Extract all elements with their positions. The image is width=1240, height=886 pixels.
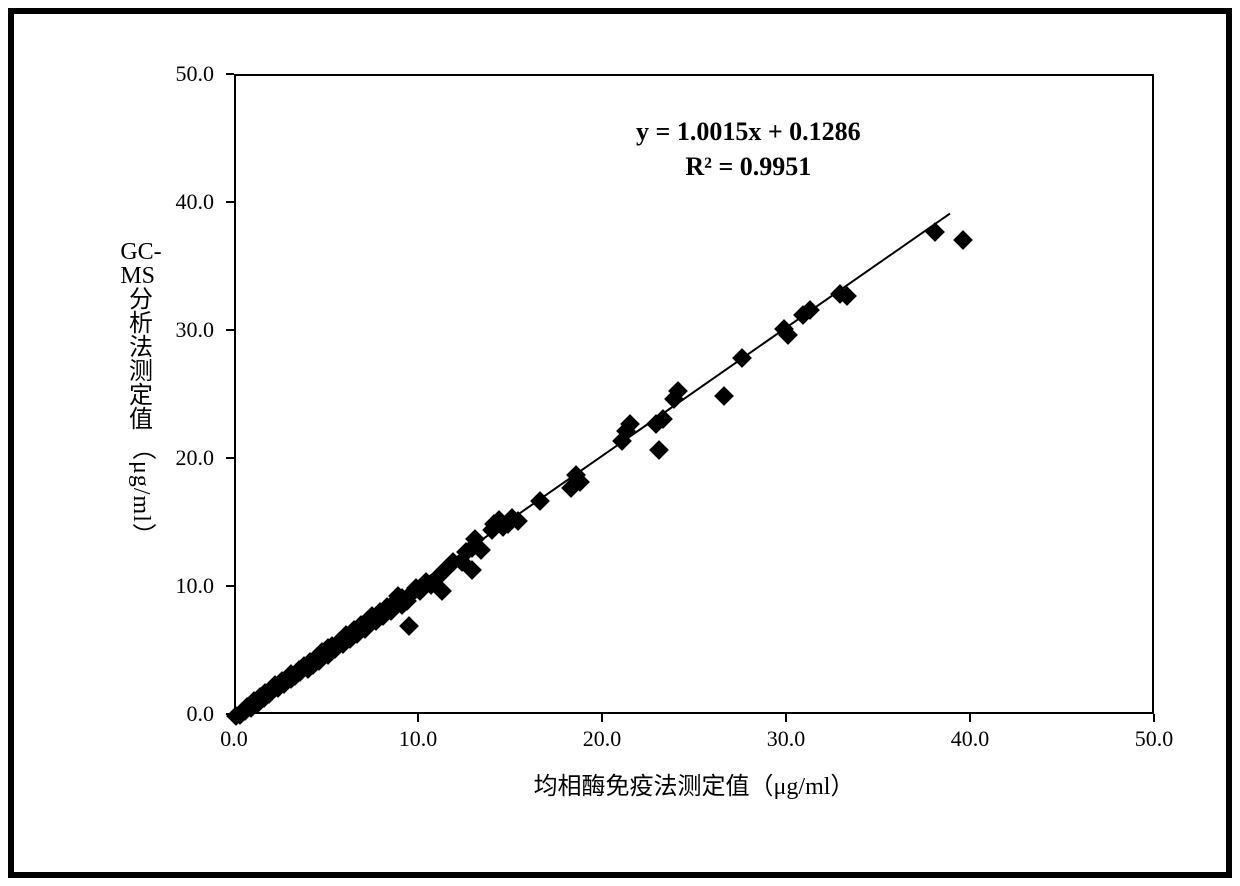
x-tick-label: 50.0	[1135, 726, 1174, 752]
x-tick-label: 10.0	[399, 726, 438, 752]
x-tick-label: 0.0	[220, 726, 248, 752]
y-axis: 0.010.020.030.040.050.0	[124, 74, 234, 714]
scatter-marker	[714, 386, 734, 406]
scatter-marker	[732, 348, 752, 368]
y-tick-label: 40.0	[176, 189, 215, 215]
y-tick-mark	[226, 329, 234, 331]
y-tick-mark	[226, 201, 234, 203]
scatter-marker	[649, 440, 669, 460]
y-tick-mark	[226, 585, 234, 587]
y-tick-mark	[226, 457, 234, 459]
x-tick-mark	[785, 714, 787, 722]
x-tick-label: 20.0	[583, 726, 622, 752]
r-squared-text: R² = 0.9951	[636, 149, 861, 184]
y-tick-mark	[226, 73, 234, 75]
y-tick-label: 20.0	[176, 445, 215, 471]
regression-annotation: y = 1.0015x + 0.1286 R² = 0.9951	[636, 114, 861, 184]
chart-container: GC-MS 分 析 法 测 定 值 （μg/ml） 0.010.020.030.…	[124, 54, 1184, 794]
x-tick-label: 30.0	[767, 726, 806, 752]
scatter-marker	[399, 616, 419, 636]
x-tick-label: 40.0	[951, 726, 990, 752]
chart-frame: GC-MS 分 析 法 测 定 值 （μg/ml） 0.010.020.030.…	[8, 8, 1232, 878]
x-axis-label: 均相酶免疫法测定值（μg/ml）	[234, 766, 1154, 801]
x-tick-mark	[601, 714, 603, 722]
y-tick-label: 30.0	[176, 317, 215, 343]
x-tick-mark	[417, 714, 419, 722]
x-tick-mark	[1153, 714, 1155, 722]
y-tick-label: 50.0	[176, 61, 215, 87]
scatter-marker	[925, 222, 945, 242]
plot-area: y = 1.0015x + 0.1286 R² = 0.9951	[234, 74, 1154, 714]
equation-text: y = 1.0015x + 0.1286	[636, 114, 861, 149]
scatter-marker	[953, 230, 973, 250]
x-tick-mark	[969, 714, 971, 722]
x-tick-mark	[233, 714, 235, 722]
scatter-marker	[530, 491, 550, 511]
x-axis: 0.010.020.030.040.050.0	[234, 714, 1154, 764]
y-tick-label: 0.0	[187, 701, 215, 727]
y-tick-label: 10.0	[176, 573, 215, 599]
